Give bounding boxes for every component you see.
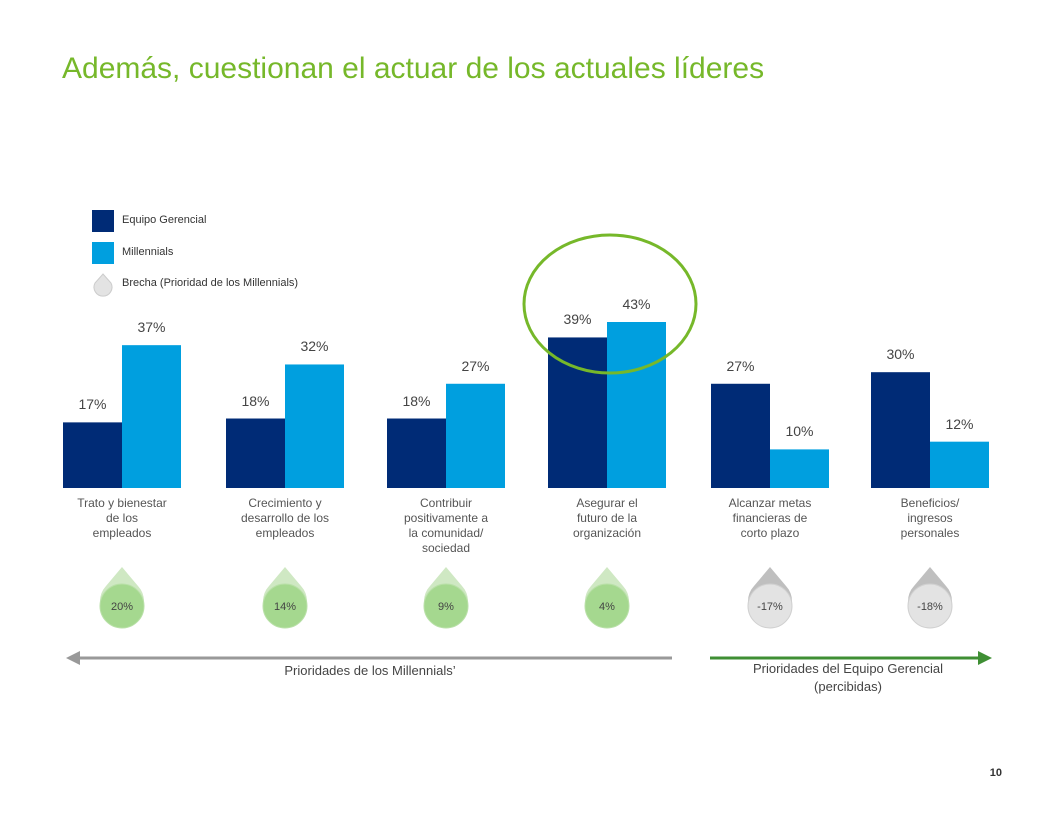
axis-label-equipo-line1: Prioridades del Equipo Gerencial — [752, 661, 944, 676]
bar-millennials-4 — [607, 322, 666, 488]
value-label-equipo-5: 27% — [726, 357, 755, 374]
gap-label-2: 14% — [274, 601, 296, 613]
category-label-6: Beneficios/ ingresos personales — [900, 496, 960, 540]
bar-equipo-4 — [548, 337, 607, 488]
legend-label-brecha: Brecha (Prioridad de los Millennials) — [122, 277, 299, 289]
gap-drop-body-5 — [747, 583, 793, 629]
value-label-millennials-4: 43% — [622, 296, 651, 312]
gap-label-3: 9% — [438, 601, 454, 613]
value-label-millennials-1: 37% — [137, 319, 166, 336]
gap-drop-body-3 — [423, 583, 469, 629]
category-label-5: Alcanzar metas financieras de corto plaz… — [728, 496, 812, 540]
value-label-millennials-3: 27% — [461, 357, 490, 374]
bar-equipo-5 — [711, 383, 770, 488]
value-label-equipo-3: 18% — [402, 392, 431, 409]
gap-drop-4: 4% — [584, 567, 630, 629]
bar-millennials-1 — [122, 345, 181, 488]
gap-label-1: 20% — [111, 601, 133, 613]
category-label-3: Contribuir positivamente a la comunidad/… — [403, 496, 489, 555]
value-label-equipo-6: 30% — [886, 346, 915, 363]
category-label-1: Trato y bienestar de los empleados — [77, 496, 167, 540]
value-label-equipo-1: 17% — [78, 396, 107, 413]
legend-item-millennials: Millennials — [92, 242, 392, 266]
bar-equipo-3 — [387, 418, 446, 488]
legend-swatch-equipo — [92, 210, 114, 232]
axis-label-equipo: Prioridades del Equipo Gerencial (percib… — [718, 660, 978, 696]
gap-label-4: 4% — [599, 601, 615, 613]
legend-drop-icon — [93, 273, 113, 297]
bar-millennials-5 — [770, 449, 829, 488]
bar-equipo-2 — [226, 418, 285, 488]
legend-item-brecha: Brecha (Prioridad de los Millennials) — [92, 273, 392, 297]
gap-drop-body-2 — [262, 583, 308, 629]
value-label-millennials-2: 32% — [300, 338, 329, 355]
bar-equipo-1 — [63, 422, 122, 488]
value-label-equipo-4: 39% — [563, 311, 592, 328]
category-label-2: Crecimiento y desarrollo de los empleado… — [240, 496, 330, 540]
axis-label-millennials: Prioridades de los Millennials’ — [284, 663, 456, 678]
legend-label-millennials: Millennials — [122, 246, 174, 258]
gap-drop-3: 9% — [423, 567, 469, 629]
arrow-left-head — [66, 651, 80, 665]
gap-label-5: -17% — [757, 601, 783, 613]
page-number: 10 — [989, 767, 1002, 779]
gap-drop-back-6 — [908, 567, 953, 624]
category-label-4: Asegurar el futuro de la organización — [572, 496, 642, 540]
gap-drop-back-4 — [585, 567, 629, 624]
gap-drop-body-6 — [907, 583, 953, 629]
gap-drop-body-1 — [99, 583, 145, 629]
gap-drop-5: -17% — [747, 567, 793, 629]
legend-label-equipo: Equipo Gerencial — [122, 214, 207, 226]
gap-drop-6: -18% — [907, 567, 953, 629]
page-title: Además, cuestionan el actuar de los actu… — [62, 52, 765, 85]
bar-millennials-6 — [930, 441, 989, 488]
gap-label-6: -18% — [917, 601, 943, 613]
gap-drop-back-5 — [748, 567, 792, 624]
gap-drop-2: 14% — [262, 567, 308, 629]
gap-drop-back-3 — [424, 567, 469, 624]
gap-drop-body-4 — [584, 583, 630, 629]
value-label-millennials-6: 12% — [945, 415, 974, 432]
axis-label-equipo-line2: (percibidas) — [814, 679, 882, 694]
bar-millennials-3 — [446, 383, 505, 488]
gap-drop-back-2 — [263, 567, 308, 624]
gap-drop-back-1 — [100, 567, 144, 624]
bar-equipo-6 — [871, 372, 930, 488]
arrow-right-head — [978, 651, 992, 665]
bar-millennials-2 — [285, 364, 344, 488]
legend-item-equipo: Equipo Gerencial — [92, 210, 392, 234]
gap-drop-1: 20% — [99, 567, 145, 629]
value-label-equipo-2: 18% — [241, 392, 270, 409]
value-label-millennials-5: 10% — [785, 423, 814, 440]
legend-swatch-millennials — [92, 242, 114, 264]
